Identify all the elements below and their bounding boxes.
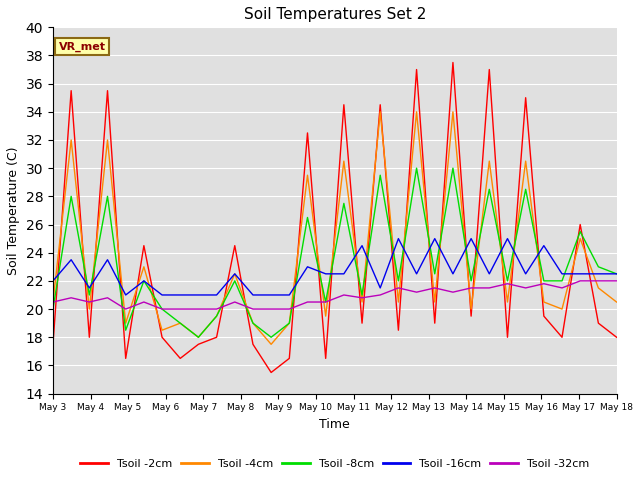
Title: Soil Temperatures Set 2: Soil Temperatures Set 2 (244, 7, 426, 22)
Text: VR_met: VR_met (59, 41, 106, 51)
Legend: Tsoil -2cm, Tsoil -4cm, Tsoil -8cm, Tsoil -16cm, Tsoil -32cm: Tsoil -2cm, Tsoil -4cm, Tsoil -8cm, Tsoi… (76, 454, 594, 473)
X-axis label: Time: Time (319, 418, 350, 431)
Y-axis label: Soil Temperature (C): Soil Temperature (C) (7, 146, 20, 275)
